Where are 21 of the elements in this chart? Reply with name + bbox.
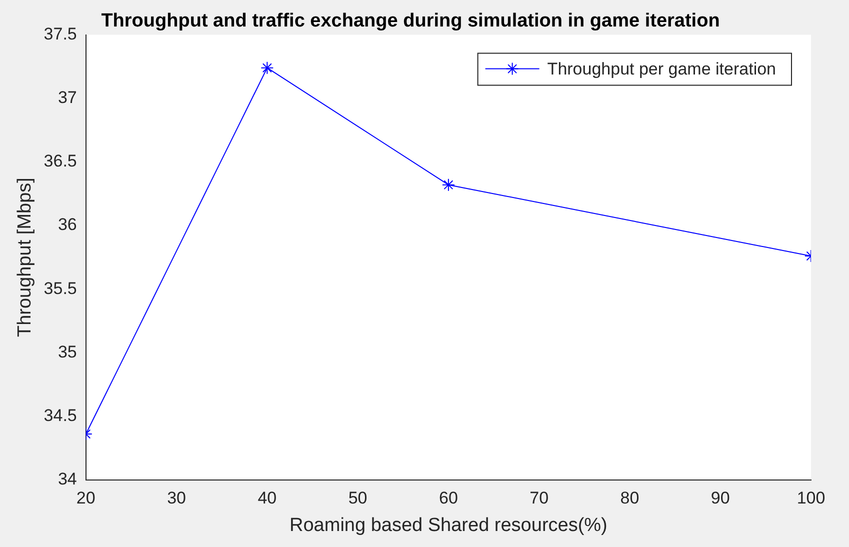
x-tick-label: 100: [796, 488, 826, 508]
y-axis-title: Throughput [Mbps]: [14, 178, 36, 338]
x-tick-label: 80: [620, 488, 640, 508]
x-tick-label: 70: [530, 488, 549, 508]
legend-label: Throughput per game iteration: [547, 59, 776, 78]
x-tick-label: 20: [76, 488, 96, 508]
y-tick-label: 34: [58, 469, 77, 488]
x-tick-label: 50: [348, 488, 368, 508]
y-tick-label: 37: [58, 88, 77, 108]
x-axis-title: Roaming based Shared resources(%): [290, 514, 608, 536]
y-tick-label: 35: [58, 342, 77, 362]
y-tick-label: 37.5: [44, 24, 77, 44]
x-tick-label: 90: [710, 488, 730, 508]
y-tick-label: 36.5: [44, 152, 77, 171]
chart-title: Throughput and traffic exchange during simulation in game iteration: [101, 10, 720, 32]
x-tick-label: 30: [167, 488, 186, 508]
x-tick-label: 60: [438, 488, 458, 508]
y-tick-label: 34.5: [44, 406, 77, 425]
y-tick-label: 36: [58, 215, 77, 234]
y-tick-label: 35.5: [44, 278, 77, 298]
x-tick-label: 40: [258, 488, 277, 508]
